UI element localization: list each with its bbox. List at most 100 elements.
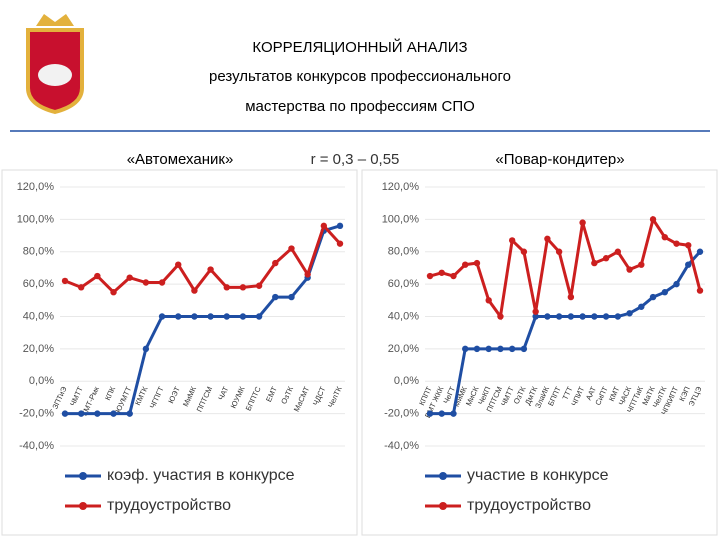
y-tick-label: 120,0% [382,181,420,193]
point [555,313,563,320]
series-line [64,222,342,295]
point [288,293,295,301]
chart-title: «Повар-кондитер» [495,151,624,168]
point [158,313,166,320]
panel [361,169,718,536]
point [110,289,117,296]
point [602,255,610,262]
point [142,279,150,286]
point [239,313,247,320]
y-tick-label: 120,0% [17,181,55,193]
y-tick-label: 20,0% [388,343,419,355]
point [696,248,704,255]
point [239,284,247,291]
point [126,410,133,417]
point [591,259,598,267]
legend-marker [439,472,447,480]
y-tick-label: -40,0% [19,440,54,452]
correlation: r = 0,3 – 0,55 [311,151,400,168]
point [462,261,469,268]
point [207,266,214,273]
point [223,284,230,291]
point [567,293,575,301]
point [614,313,622,320]
point [579,219,586,226]
point [94,272,101,280]
legend-label: трудоустройство [107,497,231,514]
point [255,282,263,289]
point [520,248,528,255]
point [567,313,575,320]
point [626,266,633,273]
point [638,303,645,310]
point [142,345,150,353]
legend-marker [439,502,447,510]
point [191,313,198,320]
point [304,271,311,278]
y-tick-label: 80,0% [388,246,419,258]
y-tick-label: -40,0% [384,440,419,452]
point [544,313,551,320]
point [175,313,182,320]
point [61,410,69,417]
y-tick-label: 100,0% [382,213,420,225]
point [450,410,457,417]
point [485,345,492,353]
y-tick-label: -20,0% [384,408,419,420]
point [158,279,166,286]
point [544,235,551,242]
point [673,240,680,247]
point [207,313,214,320]
subtitle: результатов конкурсов профессионального [209,68,511,85]
subtitle: мастерства по профессиям СПО [245,98,475,115]
point [555,248,563,255]
y-tick-label: 60,0% [388,278,419,290]
panel [1,169,358,536]
point [462,345,469,353]
point [649,293,657,301]
point [288,245,295,252]
point [336,240,344,247]
point [438,410,445,417]
legend-label: участие в конкурсе [467,467,609,484]
point [272,259,279,267]
point [61,277,69,285]
point [426,272,434,280]
point [255,313,263,320]
point [77,284,85,291]
point [77,410,85,417]
point [426,410,434,417]
point [126,274,133,281]
point [320,222,328,230]
legend-label: трудоустройство [467,497,591,514]
point [532,308,539,315]
y-tick-label: 40,0% [388,310,419,322]
point [497,313,504,320]
point [673,280,680,288]
point [473,345,481,353]
y-tick-label: 80,0% [23,246,54,258]
y-tick-label: 20,0% [23,343,54,355]
y-tick-label: 0,0% [394,375,419,387]
point [685,242,692,249]
legend-marker [79,472,87,480]
y-tick-label: 60,0% [23,278,54,290]
point [175,261,182,268]
point [602,313,610,320]
point [450,272,457,280]
point [485,297,492,304]
point [508,345,516,353]
y-tick-label: 40,0% [23,310,54,322]
point [191,287,198,294]
point [272,293,279,301]
point [508,237,516,244]
point [685,261,692,268]
emblem [26,14,84,115]
point [638,261,645,268]
point [626,310,633,317]
point [696,287,704,294]
point [661,233,668,241]
point [223,313,230,320]
point [591,313,598,320]
